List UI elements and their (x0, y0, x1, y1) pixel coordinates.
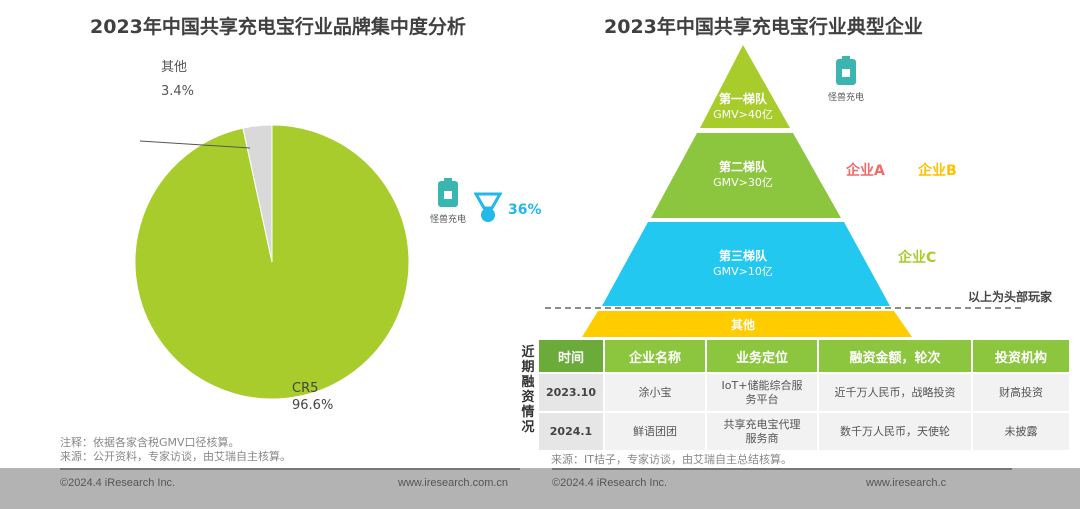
battery-icon (438, 178, 458, 207)
tier-1-shape (700, 45, 790, 128)
footer-website[interactable]: www.iresearch.com.cn (398, 477, 509, 489)
col-header: 融资金额，轮次 (819, 340, 971, 372)
table-row: 2023.10 涂小宝 IoT+储能综合服务平台 近千万人民币，战略投资 财高投… (539, 374, 1069, 411)
pie-slice-cr5 (134, 124, 410, 400)
energy-monster-logo: 怪兽充电 (430, 178, 466, 225)
medal-value: 36% (508, 202, 542, 218)
company-c: 企业C (898, 250, 937, 266)
table-row: 2024.1 鲜语团团 共享充电宝代理服务商 数千万人民币，天使轮 未披露 (539, 413, 1069, 450)
other-tier-shape (582, 311, 912, 337)
right-source: 来源：IT桔子，专家访谈，由艾瑞自主总结核算。 (551, 453, 792, 466)
footer-bar (0, 468, 1080, 509)
tier-2-label: 第二梯队 GMV>30亿 (713, 160, 773, 189)
col-header: 时间 (539, 340, 603, 372)
left-source: 来源：公开资料，专家访谈，由艾瑞自主核算。 (60, 450, 291, 463)
financing-side-label: 近期融资情况 (521, 345, 535, 435)
pie-slice-other (242, 124, 273, 263)
tier-1-label: 第一梯队 GMV>40亿 (713, 92, 773, 121)
tier-3-label: 第三梯队 GMV>10亿 (713, 249, 773, 278)
medal-icon (474, 192, 502, 222)
tier-3-shape (602, 222, 890, 306)
footer-website-right[interactable]: www.iresearch.c (866, 477, 947, 489)
col-header: 企业名称 (605, 340, 705, 372)
footer-copyright: ©2024.4 iResearch Inc. (60, 477, 176, 489)
left-note: 注释：依据各家含税GMV口径核算。 (60, 436, 240, 449)
other-value: 3.4% (161, 84, 195, 99)
other-tier-label: 其他 (730, 318, 755, 332)
right-title: 2023年中国共享充电宝行业典型企业 (604, 16, 923, 38)
footer-copyright-right: ©2024.4 iResearch Inc. (552, 477, 668, 489)
cr5-value: 96.6% (292, 398, 334, 413)
left-title: 2023年中国共享充电宝行业品牌集中度分析 (90, 16, 466, 38)
tier-1-logo: 怪兽充电 (828, 56, 864, 103)
financing-table: 时间 企业名称 业务定位 融资金额，轮次 投资机构 2023.10 涂小宝 Io… (537, 338, 1071, 452)
company-b: 企业B (918, 163, 957, 179)
other-label: 其他 (161, 60, 188, 75)
head-players-label: 以上为头部玩家 (968, 290, 1053, 304)
pie-chart (134, 124, 410, 400)
tier-2-shape (651, 133, 841, 218)
col-header: 业务定位 (707, 340, 817, 372)
cr5-label: CR5 (292, 381, 319, 396)
other-leader-line (139, 140, 251, 149)
company-a: 企业A (846, 163, 885, 179)
col-header: 投资机构 (973, 340, 1069, 372)
pyramid-diagram (545, 45, 1025, 337)
battery-icon (836, 56, 856, 85)
